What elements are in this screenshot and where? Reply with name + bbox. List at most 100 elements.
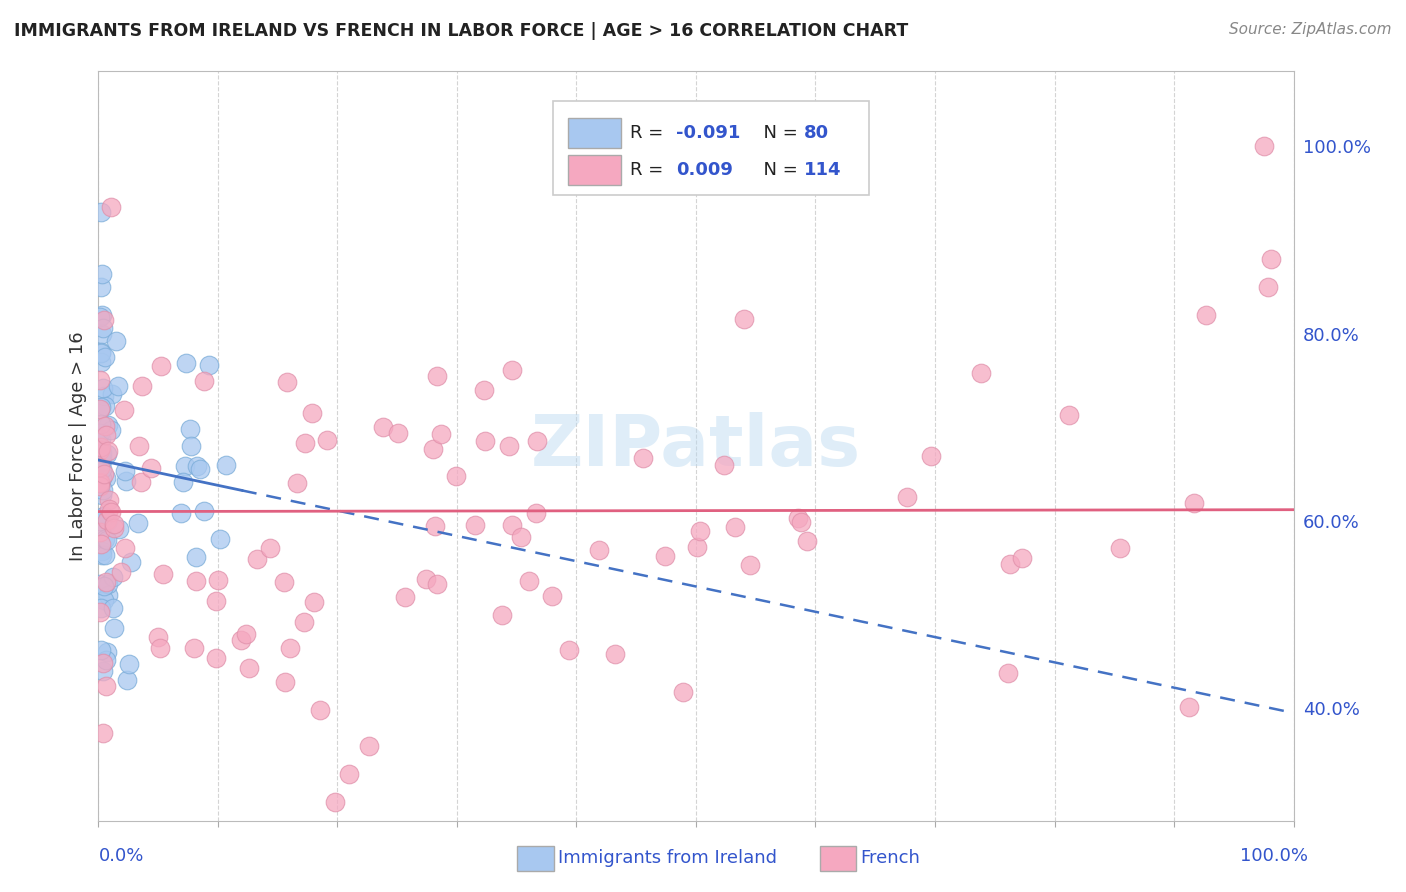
Point bbox=[90, 440, 112, 454]
Point bbox=[491, 608, 513, 623]
Point bbox=[89, 475, 111, 489]
Point bbox=[101, 601, 124, 615]
Point bbox=[1057, 408, 1080, 422]
Text: 80: 80 bbox=[804, 124, 828, 142]
Point bbox=[93, 509, 115, 524]
Point bbox=[970, 367, 993, 381]
Point bbox=[96, 533, 118, 548]
Point bbox=[231, 633, 253, 648]
Text: R =: R = bbox=[630, 124, 669, 142]
Point bbox=[97, 492, 120, 507]
Point bbox=[94, 470, 117, 484]
Point bbox=[524, 506, 547, 520]
Point bbox=[183, 640, 205, 655]
Point bbox=[90, 600, 112, 615]
Point bbox=[430, 427, 453, 442]
Point bbox=[103, 621, 125, 635]
Point bbox=[193, 374, 215, 388]
Point bbox=[316, 433, 339, 447]
Point bbox=[713, 458, 735, 473]
Point bbox=[93, 312, 115, 326]
Text: N =: N = bbox=[752, 161, 804, 179]
Point bbox=[285, 475, 308, 490]
Point bbox=[114, 541, 136, 555]
Point bbox=[90, 417, 112, 432]
Point bbox=[501, 363, 523, 377]
Point bbox=[724, 519, 747, 533]
FancyBboxPatch shape bbox=[568, 155, 620, 186]
Point bbox=[207, 574, 229, 588]
Point bbox=[186, 549, 208, 564]
Point bbox=[337, 767, 360, 781]
Point bbox=[920, 449, 942, 463]
Point bbox=[90, 345, 112, 359]
Point bbox=[114, 465, 136, 479]
Point bbox=[93, 381, 115, 395]
Point bbox=[91, 471, 114, 485]
Point bbox=[588, 543, 610, 558]
Point bbox=[501, 518, 523, 533]
Point bbox=[204, 651, 226, 665]
Text: 0.0%: 0.0% bbox=[98, 847, 143, 865]
Point bbox=[91, 462, 114, 476]
Point bbox=[422, 442, 444, 456]
Point bbox=[97, 417, 120, 432]
Point bbox=[209, 532, 232, 546]
Point bbox=[184, 574, 207, 588]
Point bbox=[91, 267, 114, 281]
Point bbox=[103, 517, 125, 532]
Point bbox=[149, 641, 172, 656]
Point bbox=[96, 428, 118, 442]
Point bbox=[193, 504, 215, 518]
Point bbox=[93, 508, 115, 523]
Point bbox=[89, 425, 111, 440]
Point bbox=[91, 548, 114, 562]
Point bbox=[131, 379, 153, 393]
Point bbox=[672, 685, 695, 699]
Point bbox=[89, 310, 111, 324]
Point bbox=[180, 439, 202, 453]
Point bbox=[89, 374, 111, 388]
Point bbox=[323, 795, 346, 809]
Point bbox=[129, 475, 152, 490]
Point bbox=[100, 200, 122, 214]
Point bbox=[94, 679, 117, 693]
Point bbox=[89, 577, 111, 591]
Point bbox=[371, 420, 394, 434]
Point bbox=[89, 443, 111, 458]
Point bbox=[205, 594, 228, 608]
Point bbox=[1260, 252, 1282, 266]
Point bbox=[89, 514, 111, 528]
Point bbox=[104, 334, 127, 348]
Point bbox=[94, 574, 117, 589]
FancyBboxPatch shape bbox=[553, 102, 869, 195]
Point bbox=[91, 320, 114, 334]
Point bbox=[1257, 280, 1279, 294]
Text: 114: 114 bbox=[804, 161, 841, 179]
Point bbox=[654, 549, 676, 563]
Point bbox=[246, 552, 269, 566]
Point bbox=[686, 541, 709, 555]
Point bbox=[103, 521, 125, 535]
Point bbox=[128, 439, 150, 453]
Point bbox=[149, 359, 172, 374]
Point bbox=[141, 461, 163, 475]
Point bbox=[89, 443, 111, 458]
Point bbox=[96, 513, 118, 527]
Point bbox=[273, 574, 295, 589]
Point bbox=[444, 469, 467, 483]
Point bbox=[120, 555, 142, 569]
Text: French: French bbox=[860, 849, 921, 867]
Point bbox=[89, 605, 111, 619]
Text: N =: N = bbox=[752, 124, 804, 142]
Point bbox=[172, 475, 194, 489]
Point bbox=[97, 577, 120, 591]
Point bbox=[558, 643, 581, 657]
Point bbox=[98, 501, 121, 516]
Text: ZIPatlas: ZIPatlas bbox=[531, 411, 860, 481]
Point bbox=[91, 450, 114, 464]
Point bbox=[498, 439, 520, 453]
Point bbox=[94, 652, 117, 666]
Point bbox=[415, 573, 437, 587]
Point bbox=[93, 467, 115, 482]
